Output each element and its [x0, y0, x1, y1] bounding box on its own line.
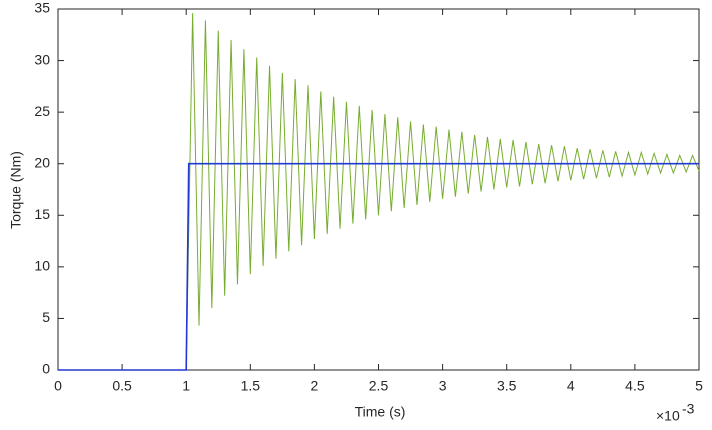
x-tick-label: 3	[439, 378, 447, 394]
y-tick-label: 10	[34, 258, 50, 274]
x-tick-label: 2	[311, 378, 319, 394]
x-multiplier: ×10	[656, 408, 680, 424]
plot-area	[57, 8, 700, 371]
x-axis-label: Time (s)	[355, 404, 406, 420]
x-tick-label: 4	[567, 378, 575, 394]
y-tick-label: 5	[42, 309, 50, 325]
y-tick-label: 35	[34, 0, 50, 16]
y-tick-label: 25	[34, 103, 50, 119]
y-tick-label: 30	[34, 51, 50, 67]
series-line	[58, 162, 699, 371]
y-axis-label: Torque (Nm)	[8, 151, 24, 229]
x-tick-label: 5	[695, 378, 703, 394]
y-tick-label: 0	[42, 361, 50, 377]
y-tick-label: 15	[34, 206, 50, 222]
x-multiplier-exponent: -3	[682, 401, 695, 417]
x-tick-label: 1.5	[241, 378, 261, 394]
x-tick-label: 3.5	[497, 378, 517, 394]
x-tick-label: 0	[54, 378, 62, 394]
x-tick-label: 4.5	[625, 378, 645, 394]
x-tick-label: 0.5	[112, 378, 132, 394]
x-tick-label: 1	[182, 378, 190, 394]
x-tick-label: 2.5	[369, 378, 389, 394]
y-tick-label: 20	[34, 154, 50, 170]
